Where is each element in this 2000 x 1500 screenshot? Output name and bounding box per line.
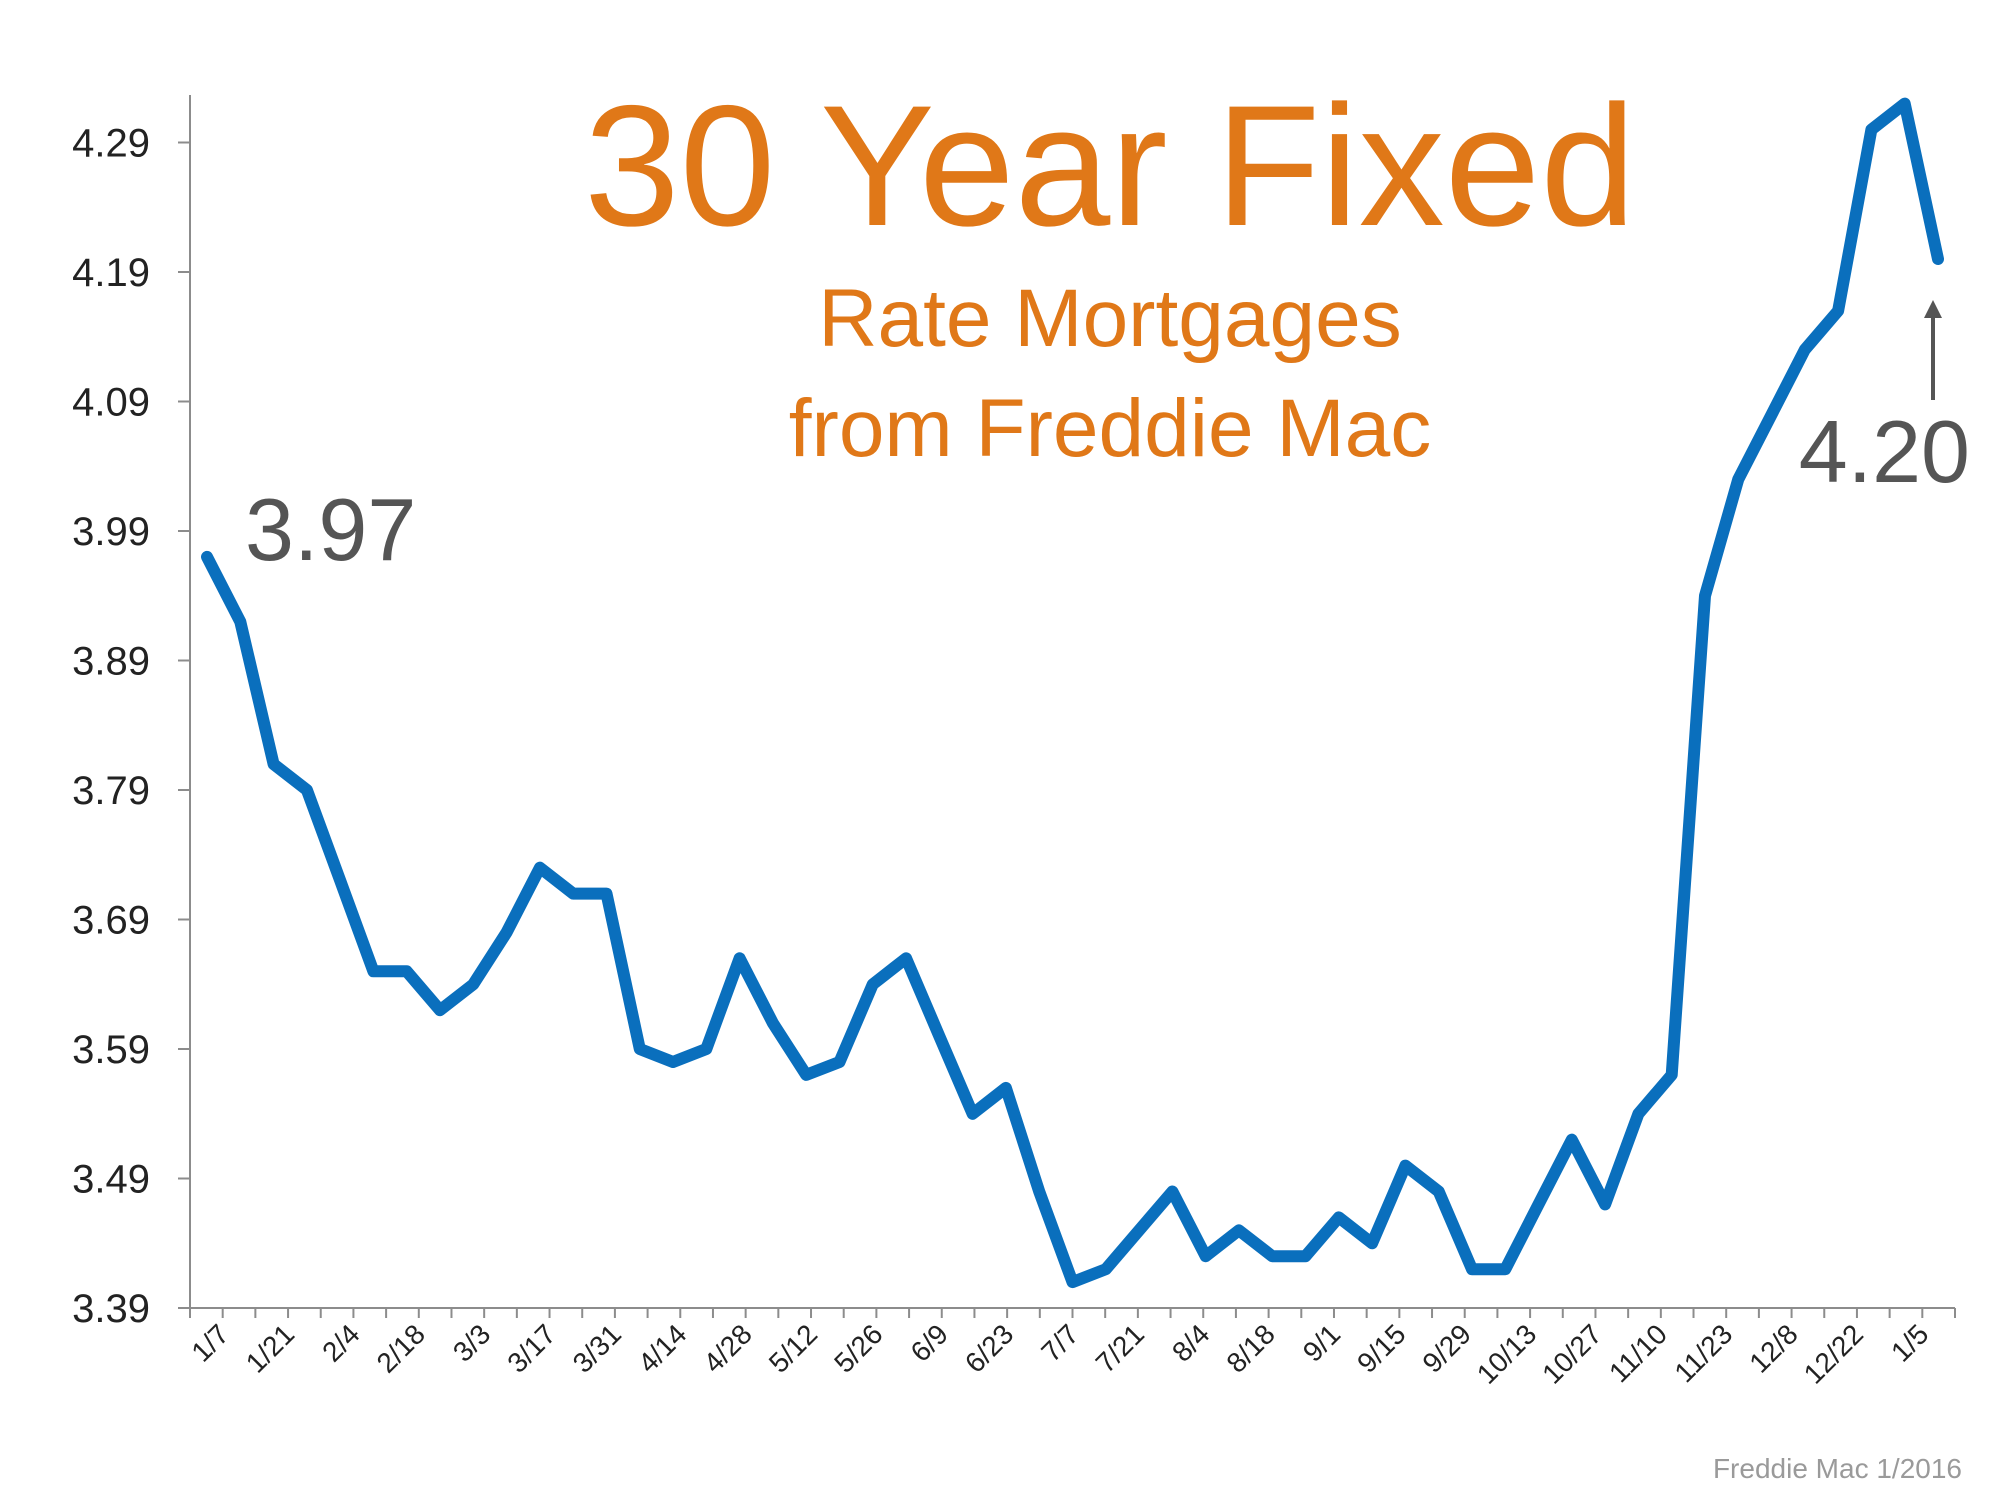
x-tick-label: 8/4 xyxy=(1166,1318,1215,1367)
x-tick-label: 7/21 xyxy=(1090,1318,1150,1378)
x-ticks: 1/7 1/21 2/4 2/18 3/3 3/17 3/31 4/14 4/28 5/12 5/2… xyxy=(185,1308,1956,1390)
x-tick-label: 6/9 xyxy=(905,1318,954,1367)
start-value-callout: 3.97 xyxy=(245,480,416,579)
x-tick-label: 9/1 xyxy=(1297,1318,1346,1367)
y-tick-label: 3.79 xyxy=(72,769,150,813)
chart-title: 30 Year Fixed xyxy=(584,70,1636,262)
y-tick-label: 4.19 xyxy=(72,251,150,295)
x-tick-label: 6/23 xyxy=(959,1318,1019,1378)
x-tick-label: 9/29 xyxy=(1417,1318,1477,1378)
y-tick-label: 4.09 xyxy=(72,381,150,425)
x-tick-label: 12/8 xyxy=(1743,1318,1803,1378)
x-tick-label: 1/7 xyxy=(185,1318,234,1367)
x-tick-label: 1/21 xyxy=(240,1318,300,1378)
x-tick-label: 3/17 xyxy=(501,1318,561,1378)
chart-subtitle-line2: from Freddie Mac xyxy=(789,383,1432,474)
x-tick-label: 3/3 xyxy=(447,1318,496,1367)
y-tick-label: 3.59 xyxy=(72,1028,150,1072)
chart-subtitle-line1: Rate Mortgages xyxy=(818,273,1401,364)
x-tick-label: 4/14 xyxy=(632,1318,692,1378)
y-tick-label: 3.89 xyxy=(72,640,150,684)
x-tick-label: 9/15 xyxy=(1351,1318,1411,1378)
x-tick-label: 2/4 xyxy=(316,1318,365,1367)
y-tick-label: 3.69 xyxy=(72,899,150,943)
y-tick-label: 3.39 xyxy=(72,1287,150,1331)
x-tick-label: 5/12 xyxy=(763,1318,823,1378)
x-tick-label: 4/28 xyxy=(697,1318,757,1378)
source-note: Freddie Mac 1/2016 xyxy=(1713,1453,1962,1484)
x-tick-label: 10/13 xyxy=(1471,1318,1542,1389)
x-tick-label: 10/27 xyxy=(1536,1318,1607,1389)
x-tick-label: 1/5 xyxy=(1885,1318,1934,1367)
y-tick-label: 4.29 xyxy=(72,122,150,166)
x-tick-label: 11/10 xyxy=(1603,1318,1673,1388)
data-points xyxy=(206,103,1939,1283)
x-tick-label: 12/22 xyxy=(1798,1318,1869,1389)
x-tick-label: 5/26 xyxy=(828,1318,888,1378)
y-tick-label: 3.99 xyxy=(72,510,150,554)
up-arrow-icon xyxy=(1924,300,1942,400)
x-tick-label: 11/23 xyxy=(1668,1318,1738,1388)
x-tick-label: 3/31 xyxy=(567,1318,627,1378)
x-tick-label: 2/18 xyxy=(371,1318,431,1378)
end-value-callout: 4.20 xyxy=(1799,402,1970,501)
y-tick-label: 3.49 xyxy=(72,1158,150,1202)
y-ticks: 4.29 4.19 4.09 3.99 3.89 3.79 3.69 3.59 3.49 3.39 xyxy=(72,122,190,1331)
x-tick-label: 8/18 xyxy=(1220,1318,1280,1378)
x-tick-label: 7/7 xyxy=(1035,1318,1084,1367)
